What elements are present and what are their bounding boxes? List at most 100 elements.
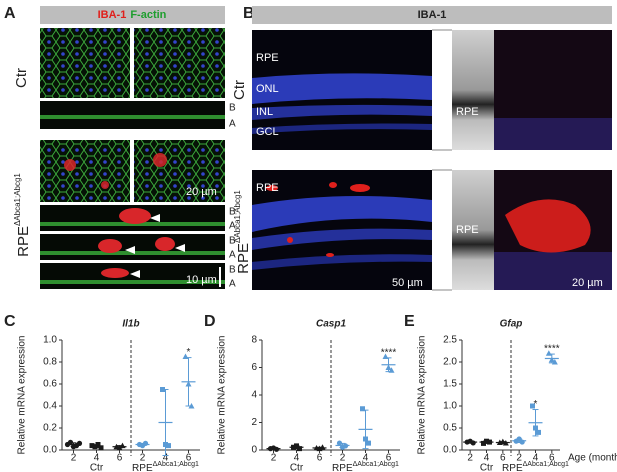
scale-bar-label: 10 µm [186, 274, 217, 286]
iba1-cell [64, 159, 76, 171]
cross-section [40, 263, 225, 289]
iba1-cell [155, 237, 175, 251]
strip-label: B [229, 207, 236, 218]
data-point [166, 443, 171, 449]
y-axis-label: Relative mRNA expression [217, 336, 228, 455]
significance: * [187, 347, 191, 358]
micrograph [134, 28, 225, 98]
data-point [98, 445, 104, 451]
y-tick-label: 2.5 [443, 335, 457, 346]
iba1-cell [329, 182, 337, 188]
data-point [76, 440, 83, 446]
inl-layer [252, 228, 432, 250]
iba1-cell [350, 184, 370, 192]
zoom-label: RPE [456, 106, 479, 118]
chart-title: Gfap [500, 319, 523, 330]
group-label: RPEΔAbca1;Abcg1 [502, 461, 569, 472]
group-label: RPEΔAbca1;Abcg1 [332, 461, 399, 472]
x-tick-label: 4 [94, 453, 100, 464]
x-tick-label: 2 [71, 453, 77, 464]
iba1-cell [266, 185, 278, 191]
group-label: Ctr [290, 463, 304, 472]
y-tick-label: 0.2 [43, 423, 57, 434]
y-tick-label: 1.0 [43, 335, 57, 346]
nuclei [494, 252, 612, 290]
onl-layer [252, 73, 432, 104]
group-sup: ΔAbca1;Abcg1 [523, 461, 569, 468]
zoom-label: RPE [456, 224, 479, 236]
x-tick-label: 4 [363, 453, 369, 464]
header: IBA-1 [418, 9, 447, 21]
y-tick-label: 6 [251, 362, 257, 373]
arrowhead [130, 270, 140, 278]
x-tick-label: 4 [533, 453, 539, 464]
strip-label: B [229, 236, 236, 247]
significance: **** [544, 344, 560, 355]
data-point [67, 439, 74, 445]
group-label: RPEΔAbca1;Abcg1 [132, 461, 199, 472]
micrograph [134, 140, 225, 202]
iba1-cell [153, 153, 167, 167]
x-tick-label: 6 [186, 453, 192, 464]
group-sup: ΔAbca1;Abcg1 [353, 461, 399, 468]
iba1-cell [98, 239, 122, 253]
layer-label: ONL [256, 83, 279, 95]
data-point [366, 440, 371, 446]
x-tick-label: 4 [163, 453, 169, 464]
y-tick-label: 0.0 [43, 445, 57, 456]
y-tick-label: 2.0 [443, 357, 457, 368]
onl-layer [252, 196, 432, 232]
significance: * [534, 399, 538, 410]
y-tick-label: 0 [251, 445, 257, 456]
x-tick-label: 6 [549, 453, 555, 464]
panel-letter: C [4, 313, 16, 330]
y-tick-label: 4 [251, 390, 257, 401]
data-point [530, 403, 535, 409]
y-tick-label: 0.0 [443, 445, 457, 456]
row-label: RPEΔAbca1;Abcg1 [233, 190, 252, 274]
data-point [360, 406, 365, 412]
panel-letter: E [404, 313, 415, 330]
x-tick-label: 4 [484, 453, 490, 464]
y-tick-label: 0.5 [443, 423, 457, 434]
row-label: Ctr [231, 80, 248, 100]
panel-letter: A [4, 5, 16, 22]
iba1-cell [505, 199, 591, 253]
y-tick-label: 0.6 [43, 379, 57, 390]
arrowhead [150, 214, 160, 222]
y-axis-label: Relative mRNA expression [417, 336, 428, 455]
layer-label: RPE [256, 52, 279, 64]
x-tick-label: 2 [340, 453, 346, 464]
panel-b: B IBA-1 RPE ONL INL GCL RPE Ctr RPE 50 µ… [231, 5, 612, 291]
x-tick-label: 6 [386, 453, 392, 464]
nuclei [494, 118, 612, 150]
gcl-layer [252, 254, 432, 270]
y-tick-label: 0.8 [43, 357, 57, 368]
brightfield [452, 30, 494, 150]
header-bar [40, 6, 225, 24]
y-tick-label: 1.5 [443, 379, 457, 390]
strip-label: A [229, 279, 236, 290]
x-tick-label: 2 [467, 453, 473, 464]
y-tick-label: 2 [251, 417, 257, 428]
significance: **** [381, 348, 397, 359]
iba1-cell [326, 253, 334, 257]
micrograph [40, 140, 130, 202]
layer-label: RPE [256, 182, 279, 194]
scale-bar-label: 20 µm [186, 186, 217, 198]
header-bar [252, 6, 612, 24]
strip-label: B [229, 265, 236, 276]
panel-letter: D [204, 313, 216, 330]
strip-label: B [229, 103, 236, 114]
y-tick-label: 1.0 [443, 401, 457, 412]
strips: 10 µm [40, 205, 225, 289]
iba1-cell [119, 208, 151, 224]
chart-title: Il1b [122, 319, 139, 330]
scale-bar-label: 20 µm [572, 277, 603, 289]
group-name: RPE [132, 463, 153, 472]
charts: C Il1b Relative mRNA expression 0.0 0.2 0.4 0.… [4, 313, 617, 472]
chart-title: Casp1 [316, 319, 346, 330]
panel-a: A IBA-1 F-actin B A Ctr 20 µm [4, 5, 236, 289]
x-tick-label: 4 [294, 453, 300, 464]
